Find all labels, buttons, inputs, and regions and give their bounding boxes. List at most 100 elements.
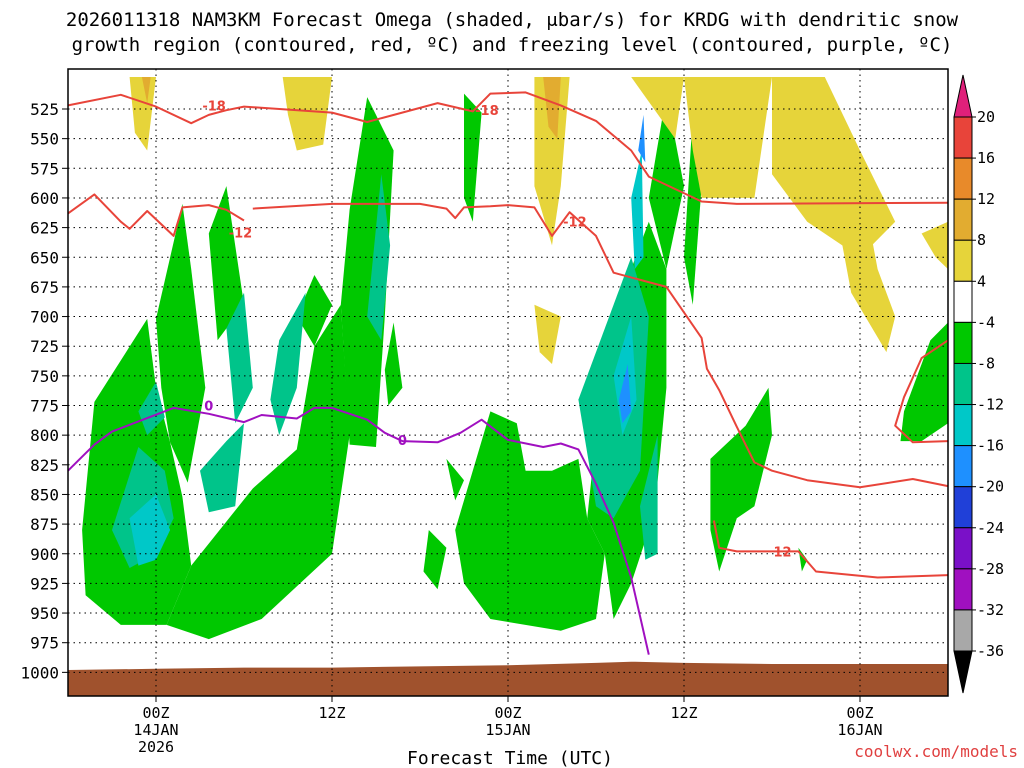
colorbar-seg-neg20_24 <box>953 486 973 529</box>
colorbar-seg-neutral <box>953 280 973 323</box>
contour-label-red-0: -18 <box>202 99 226 114</box>
y-tick-label-850: 850 <box>30 485 59 504</box>
omega-area--4to-8-10 <box>455 411 605 631</box>
x-axis-title: Forecast Time (UTC) <box>407 748 613 768</box>
omega-area-4to8-3 <box>534 304 561 364</box>
colorbar-label--12: -12 <box>977 396 1004 414</box>
colorbar-seg-neg28_32 <box>953 568 973 611</box>
contour-label-red-4: 12 <box>774 545 792 560</box>
x-tick-label-0: 00Z <box>142 704 169 722</box>
omega-area--8to-12-7 <box>640 435 658 560</box>
contour-label-red-3: -12 <box>563 216 587 231</box>
colorbar-seg-pos16_20 <box>953 116 973 159</box>
snow-growth-contour-2 <box>252 202 949 489</box>
omega-area--4to-8-12 <box>648 93 684 270</box>
y-tick-label-800: 800 <box>30 426 59 445</box>
omega-area--4to-8-3 <box>208 186 244 341</box>
y-tick-label-775: 775 <box>30 397 59 416</box>
omega-area-4to8-8 <box>921 221 948 270</box>
x-tick-date-40: 16JAN <box>837 721 882 739</box>
omega-area--8to-12-2 <box>200 423 244 513</box>
colorbar-label--16: -16 <box>977 437 1004 455</box>
omega-area--4to-8-16 <box>900 322 948 442</box>
colorbar-label--36: -36 <box>977 642 1004 660</box>
colorbar-label--20: -20 <box>977 478 1004 496</box>
y-tick-label-825: 825 <box>30 456 59 475</box>
omega-area--4to-8-6 <box>384 322 403 406</box>
contour-label-red-1: -18 <box>475 104 499 119</box>
credit-text: coolwx.com/models <box>854 742 1018 761</box>
y-tick-label-625: 625 <box>30 219 59 238</box>
omega-area--4to-8-14 <box>710 387 772 572</box>
y-tick-label-750: 750 <box>30 367 59 386</box>
omega-area-4to8-6 <box>772 77 896 258</box>
omega-area--4to-8-2 <box>156 203 206 483</box>
y-tick-label-650: 650 <box>30 248 59 267</box>
omega-area-8to12-0 <box>141 77 151 104</box>
omega-area--16to-20-0 <box>618 364 632 424</box>
omega-area--8to-12-3 <box>226 292 253 424</box>
y-tick-label-975: 975 <box>30 634 59 653</box>
omega-area--4to-8-8 <box>446 458 464 501</box>
omega-area-4to8-7 <box>833 197 896 353</box>
colorbar-seg-neg16_20 <box>953 445 973 488</box>
colorbar-bottom-arrow <box>953 650 973 694</box>
colorbar-label-20: 20 <box>977 108 995 126</box>
omega-area-4to8-2 <box>534 77 570 246</box>
x-tick-label-20: 00Z <box>494 704 521 722</box>
snow-growth-contour-3 <box>712 520 949 579</box>
y-tick-label-875: 875 <box>30 515 59 534</box>
x-tick-year-0: 2026 <box>138 738 174 756</box>
omega-area--4to-8-4 <box>296 275 332 347</box>
x-tick-date-0: 14JAN <box>133 721 178 739</box>
omega-area-4to8-5 <box>684 77 772 198</box>
colorbar-label-8: 8 <box>977 231 986 249</box>
colorbar-seg-pos8_12 <box>953 198 973 241</box>
snow-growth-contour-4 <box>894 339 949 444</box>
y-tick-label-550: 550 <box>30 130 59 149</box>
colorbar-seg-neg8_12 <box>953 362 973 406</box>
x-tick-label-10: 12Z <box>318 704 345 722</box>
omega-area--8to-12-4 <box>270 292 306 436</box>
omega-area--8to-12-1 <box>138 381 165 436</box>
omega-area--8to-12-5 <box>367 174 391 341</box>
omega-area-4to8-1 <box>282 77 332 151</box>
grid-layer <box>68 69 948 696</box>
snow-growth-contour-1 <box>67 193 245 237</box>
colorbar-seg-pos12_16 <box>953 157 973 200</box>
colorbar-label-16: 16 <box>977 149 995 167</box>
chart-title-line1: 2026011318 NAM3KM Forecast Omega (shaded… <box>66 9 959 31</box>
colorbar-label--24: -24 <box>977 519 1004 537</box>
freezing-level-contour <box>67 406 650 655</box>
colorbar-seg-neg4_8 <box>953 321 973 364</box>
y-tick-label-700: 700 <box>30 308 59 327</box>
colorbar-label--8: -8 <box>977 354 995 372</box>
colorbar-seg-pos4_8 <box>953 239 973 282</box>
colorbar-label--32: -32 <box>977 601 1004 619</box>
y-tick-label-900: 900 <box>30 545 59 564</box>
y-tick-label-575: 575 <box>30 159 59 178</box>
colorbar-label--28: -28 <box>977 560 1004 578</box>
y-tick-label-600: 600 <box>30 189 59 208</box>
snow-growth-contour-0 <box>67 91 949 205</box>
colorbar-top-arrow <box>953 74 973 118</box>
omega-area-8to12-1 <box>543 77 561 139</box>
omega-area--4to-8-9 <box>423 530 447 590</box>
chart-title-line2: growth region (contoured, red, ºC) and f… <box>72 34 953 56</box>
omega-area--16to-20-1 <box>638 114 646 163</box>
colorbar-seg-neg12_16 <box>953 404 973 447</box>
omega-area--12to-16-0 <box>129 494 171 566</box>
y-axis: 525 550 575 600 625 650 675 700 725 750 775 800 825 8… <box>20 100 68 682</box>
x-tick-label-30: 12Z <box>670 704 697 722</box>
contour-layer: -18 -18 -12 -12 12 0 0 <box>67 91 949 655</box>
omega-area-4to8-4 <box>631 77 684 139</box>
contour-label-purple-0: 0 <box>204 400 213 415</box>
x-tick-label-40: 00Z <box>846 704 873 722</box>
colorbar-label-4: 4 <box>977 272 986 290</box>
colorbar: 20 16 12 8 4 -4 -8 -12 -16 -20 -24 -28 -32 -36 <box>953 74 1004 694</box>
colorbar-label--4: -4 <box>977 313 995 331</box>
contour-label-red-2: -12 <box>229 226 253 241</box>
y-tick-label-525: 525 <box>30 100 59 119</box>
omega-area--4to-8-7 <box>464 93 482 222</box>
